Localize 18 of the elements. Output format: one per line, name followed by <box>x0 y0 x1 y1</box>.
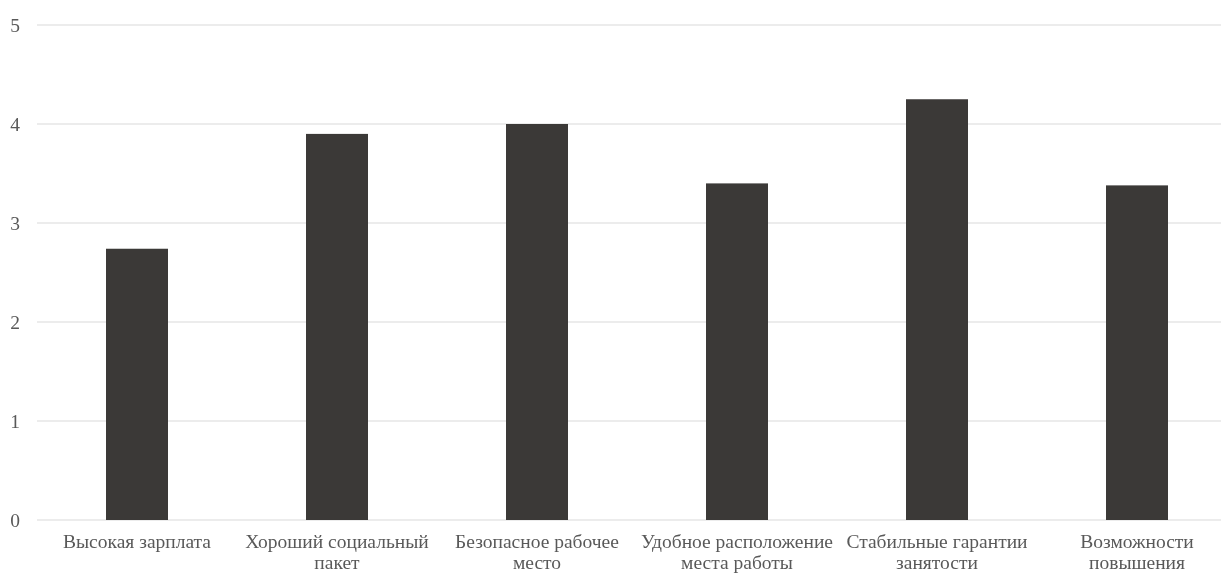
x-tick-label: Хороший социальный пакет <box>245 531 429 573</box>
bar <box>906 99 968 520</box>
x-tick-label: Безопасное рабочее место <box>455 531 619 573</box>
y-tick-label: 0 <box>10 509 20 531</box>
x-tick-label: Возможности повышения <box>1080 531 1194 573</box>
x-tick-label: Стабильные гарантии занятости <box>846 531 1028 573</box>
bar <box>106 248 168 520</box>
bar <box>706 183 768 520</box>
y-tick-label: 5 <box>10 14 20 36</box>
bar <box>506 124 568 520</box>
y-tick-label: 2 <box>10 311 20 333</box>
x-tick-label: Удобное расположение места работы <box>640 531 834 573</box>
y-tick-label: 1 <box>10 410 20 432</box>
bar <box>1106 185 1168 520</box>
x-tick-label: Высокая зарплата <box>62 531 212 552</box>
y-tick-label: 3 <box>10 212 20 234</box>
y-tick-label: 4 <box>10 113 21 135</box>
bar <box>306 133 368 520</box>
